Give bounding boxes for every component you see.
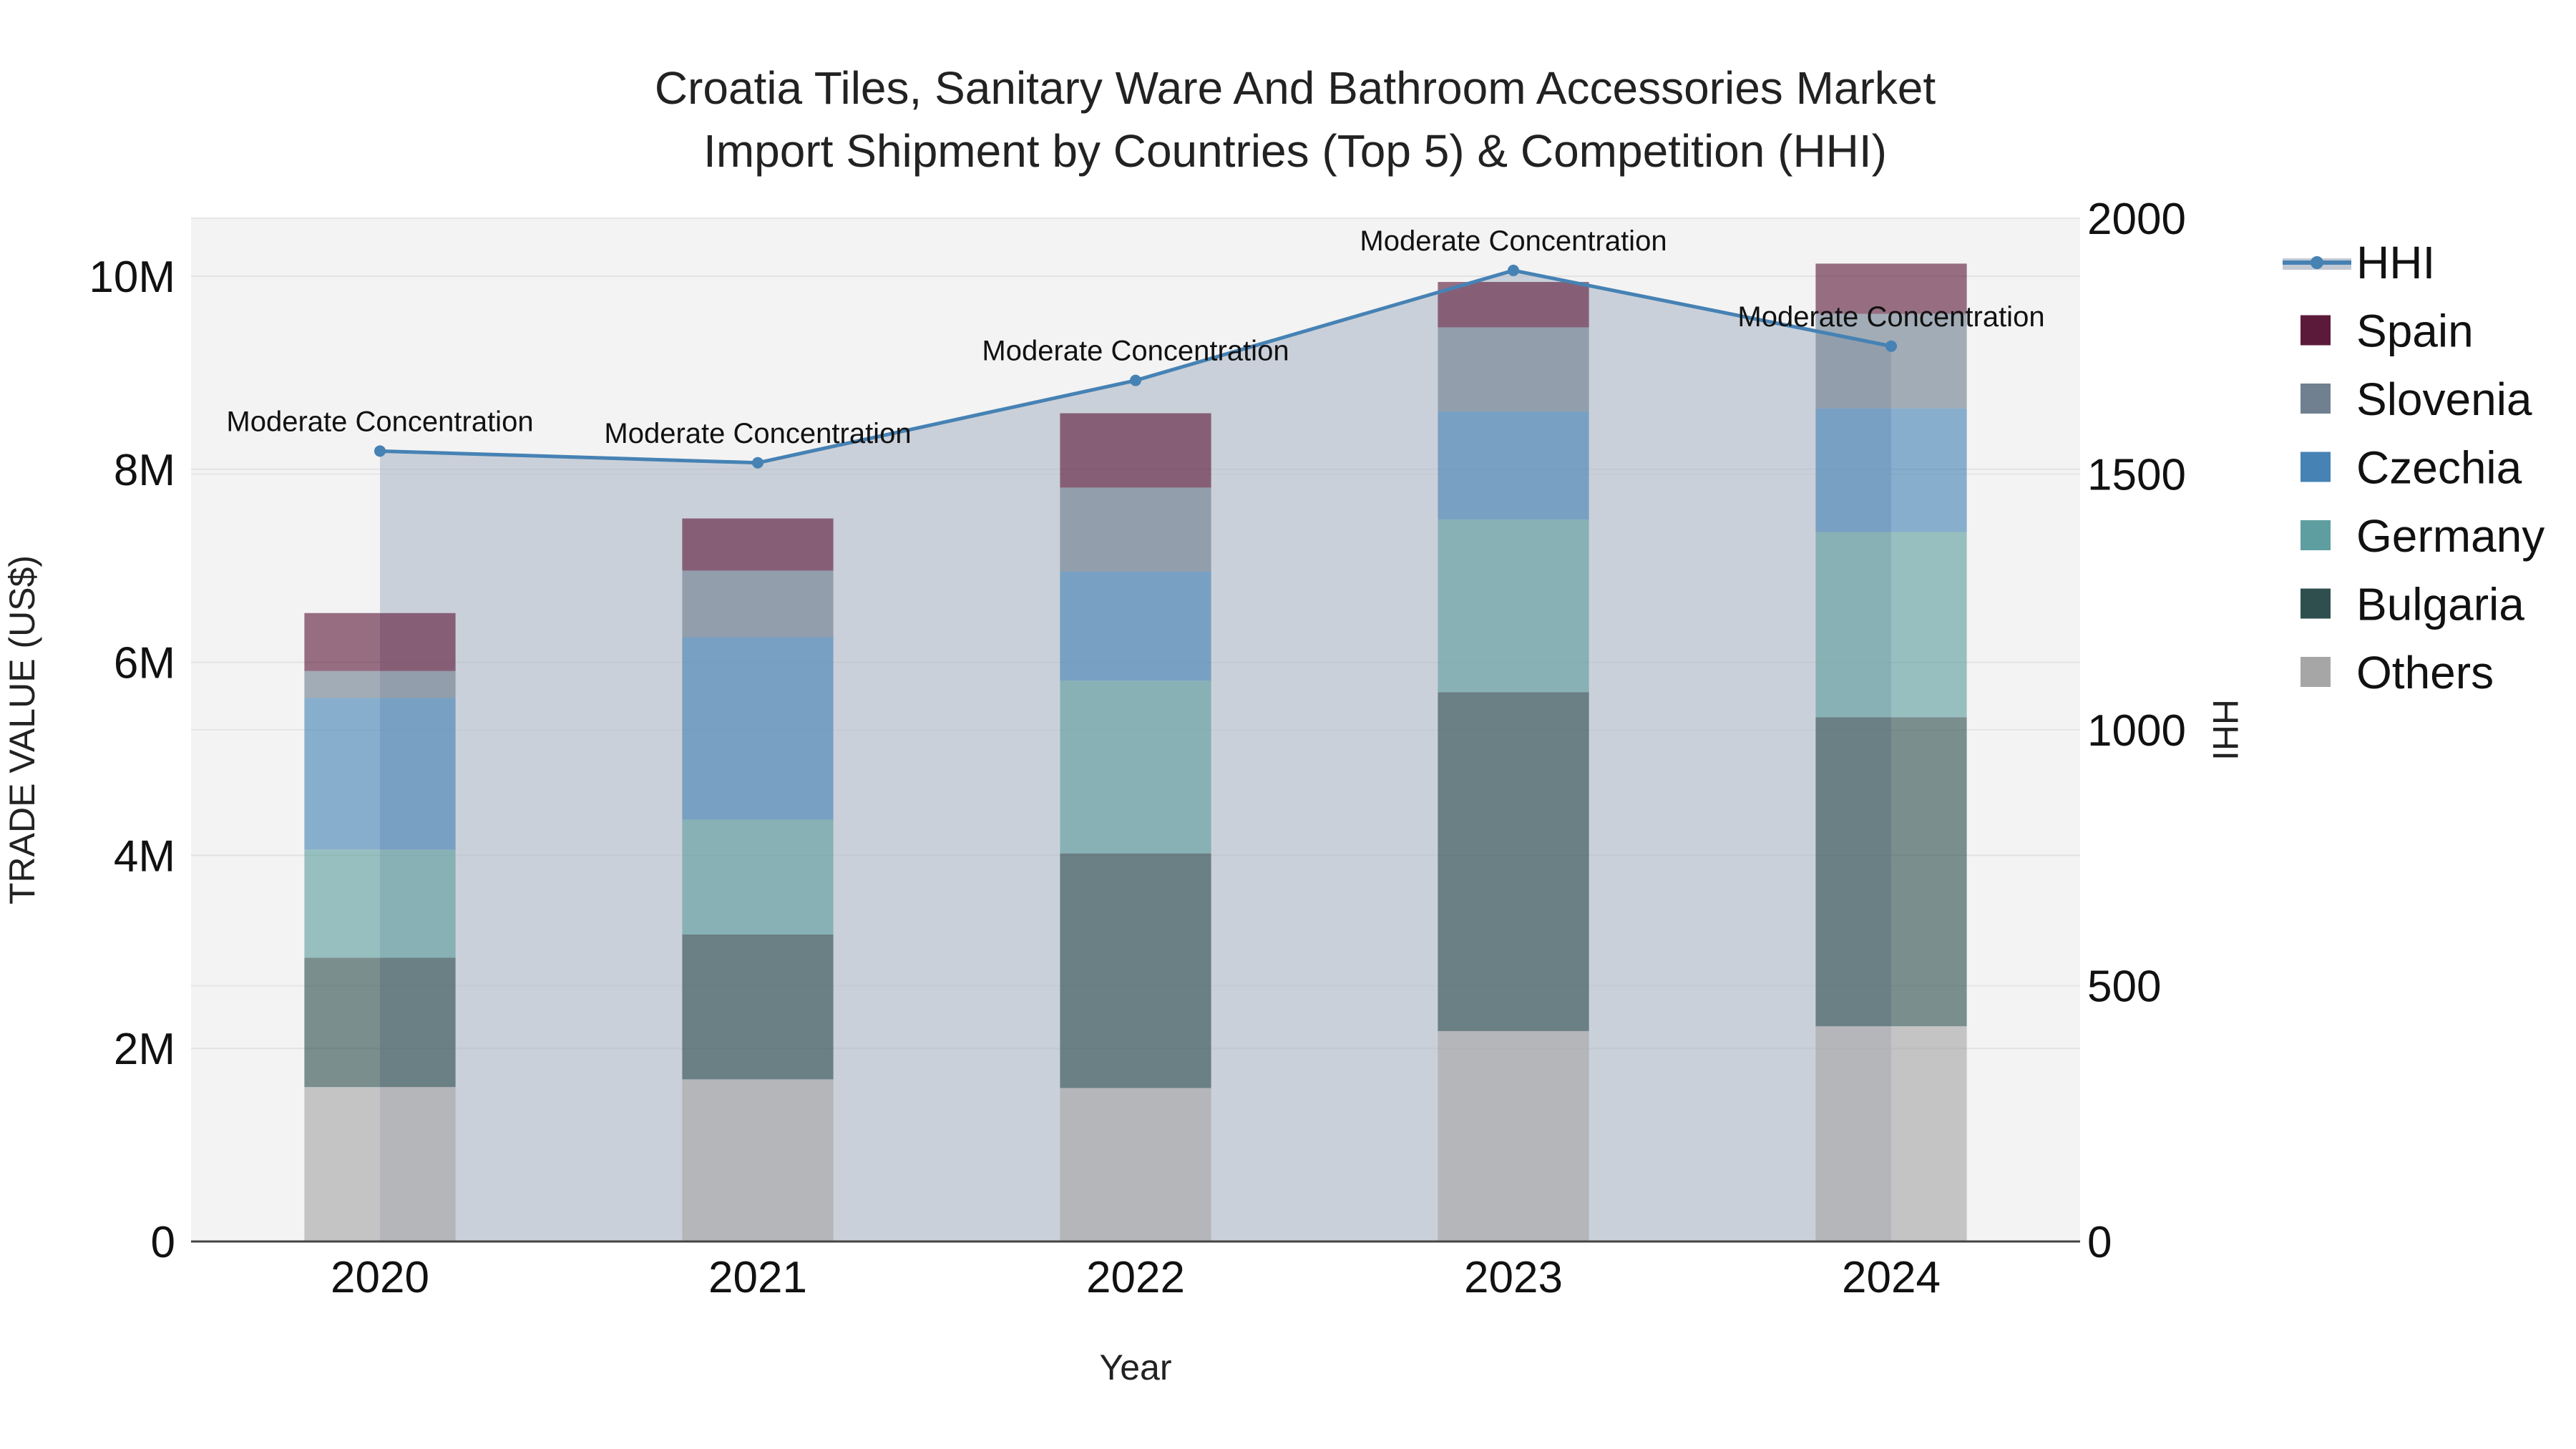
- y2-axis-title: HHI: [2205, 699, 2245, 761]
- legend-swatch: [2301, 520, 2331, 550]
- legend-item-czechia[interactable]: Czechia: [2301, 442, 2522, 494]
- axes-group: 0 2M 4M 6M 8M 10M 0 500 1000 1500 2000 2020 2021 2022…: [89, 195, 2186, 1302]
- bar-slovenia-2023[interactable]: [1438, 327, 1589, 411]
- y2-tick-label: 1500: [2087, 451, 2186, 500]
- hhi-annotation: Moderate Concentration: [982, 336, 1289, 367]
- legend-label: HHI: [2356, 237, 2435, 288]
- legend: HHI Spain Slovenia Czechia Germany Bulgaria Ot…: [2283, 237, 2545, 698]
- legend-item-hhi[interactable]: HHI: [2283, 237, 2435, 288]
- hhi-line-group: Moderate Concentration Moderate Concentra…: [226, 225, 2045, 469]
- legend-swatch: [2301, 384, 2331, 414]
- legend-swatch: [2301, 452, 2331, 482]
- bar-spain-2022[interactable]: [1060, 413, 1211, 488]
- legend-item-germany[interactable]: Germany: [2301, 510, 2545, 562]
- x-tick-label: 2023: [1464, 1253, 1563, 1302]
- legend-label: Slovenia: [2356, 374, 2532, 425]
- legend-item-bulgaria[interactable]: Bulgaria: [2301, 579, 2524, 630]
- x-tick-label: 2020: [331, 1253, 429, 1302]
- bar-germany-2024[interactable]: [1815, 532, 1967, 718]
- legend-label: Spain: [2356, 306, 2474, 357]
- bar-spain-2021[interactable]: [682, 518, 834, 571]
- y-tick-label: 4M: [114, 831, 175, 881]
- legend-item-others[interactable]: Others: [2301, 647, 2494, 698]
- bar-others-2023[interactable]: [1438, 1030, 1589, 1241]
- y-tick-label: 10M: [89, 253, 175, 302]
- bar-germany-2022[interactable]: [1060, 680, 1211, 854]
- bar-bulgaria-2024[interactable]: [1815, 717, 1967, 1027]
- hhi-point-2020[interactable]: [374, 445, 386, 457]
- legend-item-slovenia[interactable]: Slovenia: [2301, 374, 2532, 425]
- bar-slovenia-2024[interactable]: [1815, 313, 1967, 409]
- hhi-annotation: Moderate Concentration: [604, 418, 911, 449]
- hhi-point-2022[interactable]: [1130, 374, 1141, 386]
- bar-slovenia-2021[interactable]: [682, 570, 834, 638]
- legend-swatch: [2301, 657, 2331, 687]
- bar-slovenia-2020[interactable]: [304, 670, 456, 698]
- bar-spain-2020[interactable]: [304, 613, 456, 671]
- legend-item-spain[interactable]: Spain: [2301, 306, 2474, 357]
- bar-others-2024[interactable]: [1815, 1026, 1967, 1241]
- legend-label: Bulgaria: [2356, 579, 2524, 630]
- bar-czechia-2020[interactable]: [304, 698, 456, 850]
- bar-slovenia-2022[interactable]: [1060, 487, 1211, 572]
- y2-tick-label: 1000: [2087, 706, 2186, 756]
- bar-spain-2023[interactable]: [1438, 282, 1589, 328]
- bar-spain-2024[interactable]: [1815, 263, 1967, 314]
- hhi-point-2024[interactable]: [1885, 340, 1897, 352]
- bar-germany-2023[interactable]: [1438, 519, 1589, 693]
- y2-tick-label: 2000: [2087, 195, 2186, 244]
- bar-czechia-2023[interactable]: [1438, 411, 1589, 519]
- bar-bulgaria-2022[interactable]: [1060, 853, 1211, 1088]
- legend-label: Germany: [2356, 510, 2545, 562]
- y-tick-label: 6M: [114, 639, 175, 688]
- x-tick-label: 2024: [1842, 1253, 1941, 1302]
- bar-bulgaria-2020[interactable]: [304, 957, 456, 1088]
- hhi-point-2021[interactable]: [752, 457, 763, 469]
- bar-czechia-2024[interactable]: [1815, 408, 1967, 532]
- y2-tick-label: 0: [2087, 1218, 2112, 1267]
- legend-swatch: [2301, 588, 2331, 619]
- bar-others-2022[interactable]: [1060, 1088, 1211, 1242]
- bars-group: [304, 263, 1967, 1242]
- legend-label: Czechia: [2356, 442, 2522, 494]
- y-tick-label: 2M: [114, 1025, 175, 1074]
- legend-swatch: [2301, 315, 2331, 346]
- hhi-annotation: Moderate Concentration: [1360, 225, 1667, 257]
- bar-bulgaria-2023[interactable]: [1438, 692, 1589, 1031]
- bar-others-2021[interactable]: [682, 1079, 834, 1241]
- bar-bulgaria-2021[interactable]: [682, 935, 834, 1080]
- legend-swatch-marker: [2311, 256, 2323, 269]
- bar-czechia-2021[interactable]: [682, 637, 834, 820]
- x-axis-title: Year: [1099, 1347, 1171, 1387]
- y-axis-title: TRADE VALUE (US$): [2, 555, 42, 904]
- y-tick-label: 0: [151, 1218, 175, 1267]
- bar-germany-2021[interactable]: [682, 819, 834, 935]
- hhi-annotation: Moderate Concentration: [1737, 301, 2044, 333]
- x-tick-label: 2021: [708, 1253, 807, 1302]
- chart-title-line1: Croatia Tiles, Sanitary Ware And Bathroo…: [655, 62, 1936, 114]
- hhi-annotation: Moderate Concentration: [226, 406, 533, 437]
- hhi-point-2023[interactable]: [1508, 264, 1519, 276]
- y2-tick-label: 500: [2087, 962, 2161, 1012]
- y-tick-label: 8M: [114, 446, 175, 495]
- x-tick-label: 2022: [1086, 1253, 1185, 1302]
- bar-czechia-2022[interactable]: [1060, 571, 1211, 681]
- chart-title-line2: Import Shipment by Countries (Top 5) & C…: [703, 125, 1887, 177]
- bar-germany-2020[interactable]: [304, 849, 456, 958]
- legend-label: Others: [2356, 647, 2494, 698]
- bar-others-2020[interactable]: [304, 1087, 456, 1241]
